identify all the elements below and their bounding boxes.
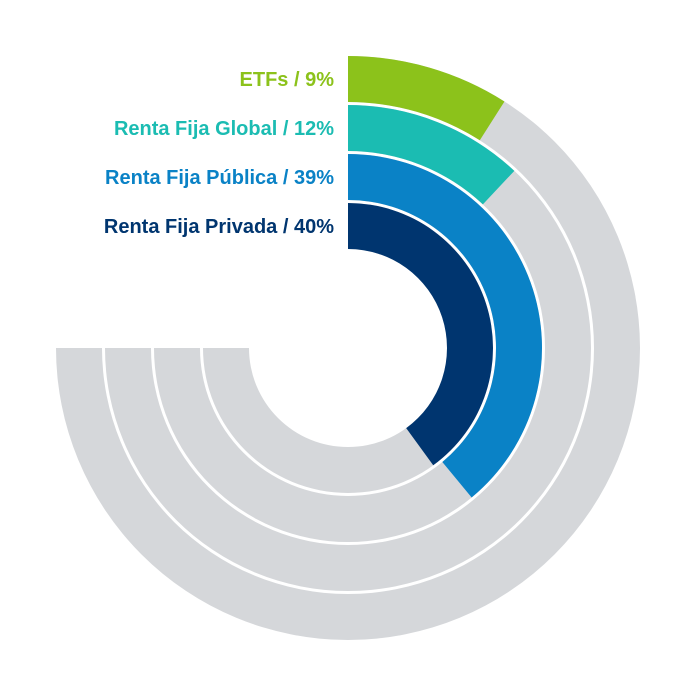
bar-renta-fija-global (348, 105, 515, 205)
bar-etfs (348, 56, 505, 141)
bar-renta-fija-privada (348, 203, 493, 466)
label-renta-fija-global: Renta Fija Global / 12% (114, 118, 334, 140)
label-etfs: ETFs / 9% (240, 69, 335, 91)
label-renta-fija-privada: Renta Fija Privada / 40% (104, 216, 334, 238)
bar-renta-fija-publica (348, 154, 542, 498)
label-renta-fija-publica: Renta Fija Pública / 39% (105, 167, 334, 189)
